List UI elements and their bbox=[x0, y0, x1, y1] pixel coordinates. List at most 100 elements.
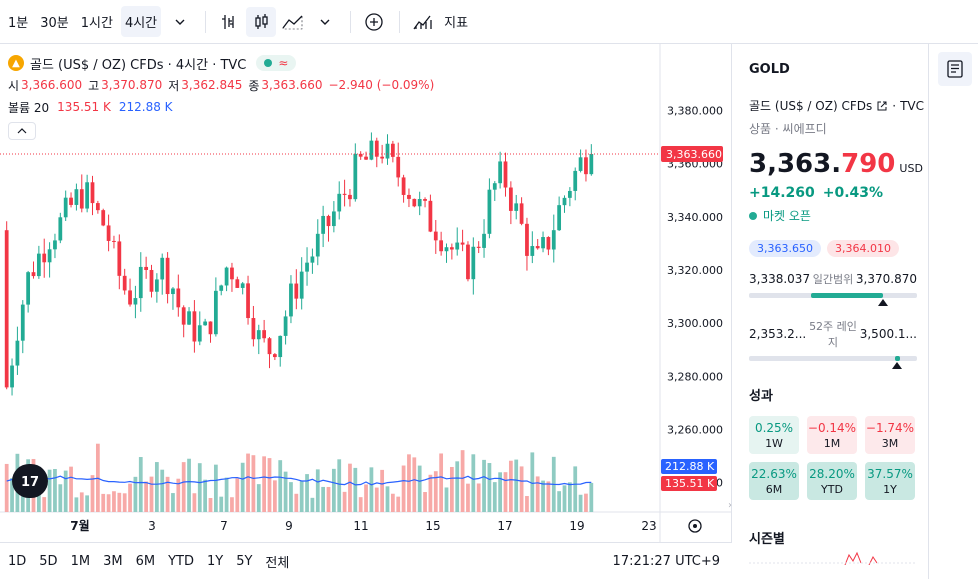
price-tick-label: 3,280.000 bbox=[667, 370, 723, 383]
indicators-icon[interactable] bbox=[408, 7, 438, 37]
performance-cell-6m[interactable]: 22.63% 6M bbox=[749, 462, 799, 500]
interval-1m[interactable]: 1분 bbox=[8, 16, 29, 31]
symbol-name: 골드 (US$ / OZ) CFDs bbox=[749, 99, 873, 113]
volume-bar bbox=[530, 452, 535, 512]
watchlist-details-button[interactable] bbox=[938, 52, 972, 86]
volume-bar bbox=[433, 471, 438, 512]
range-3m[interactable]: 3M bbox=[103, 553, 123, 569]
price-tick-label: 3,320.000 bbox=[667, 264, 723, 277]
range-ytd[interactable]: YTD bbox=[168, 553, 194, 569]
volume-value: 135.51 K bbox=[57, 100, 111, 114]
chart-type-dropdown-chevron-icon[interactable] bbox=[310, 7, 340, 37]
candle-body bbox=[36, 253, 41, 277]
chart-pane[interactable]: 3,380.000 3,360.000 3,340.000 3,320.000 3,30… bbox=[0, 44, 732, 542]
clock-timezone[interactable]: 17:21:27 UTC+9 bbox=[612, 553, 720, 569]
candle-body bbox=[417, 198, 422, 207]
axis-settings-gear-icon[interactable] bbox=[688, 519, 702, 533]
volume-bar bbox=[187, 458, 191, 512]
candle-body bbox=[407, 194, 411, 199]
range-5y[interactable]: 5Y bbox=[236, 553, 253, 569]
candle-body bbox=[144, 266, 149, 270]
range-1y[interactable]: 1Y bbox=[206, 553, 224, 569]
price-chart[interactable]: 3,380.0003,360.0003,340.0003,320.0003,30… bbox=[0, 44, 731, 542]
performance-value: −0.14% bbox=[807, 420, 857, 435]
range-all[interactable]: 전체 bbox=[265, 555, 290, 571]
axis-settings-gear-center-icon bbox=[693, 524, 697, 528]
candle-body bbox=[428, 200, 433, 232]
range-6m[interactable]: 6M bbox=[135, 553, 156, 569]
panel-resize-handle[interactable]: › bbox=[728, 500, 732, 511]
volume-bar bbox=[4, 463, 9, 512]
indicators-button[interactable]: 지표 bbox=[444, 16, 469, 31]
range-5d[interactable]: 5D bbox=[39, 553, 58, 569]
range-1m[interactable]: 1M bbox=[70, 553, 91, 569]
volume-bar bbox=[240, 462, 245, 512]
candle-body bbox=[423, 198, 427, 201]
volume-bar bbox=[417, 465, 422, 512]
candle-body bbox=[353, 153, 358, 200]
interval-4h[interactable]: 4시간 bbox=[120, 6, 162, 37]
volume-bar bbox=[557, 491, 562, 512]
candle-body bbox=[15, 340, 20, 366]
candle-body bbox=[197, 325, 202, 342]
performance-cell-ytd[interactable]: 28.20% YTD bbox=[807, 462, 857, 500]
volume-bar bbox=[262, 456, 267, 512]
volume-bar bbox=[460, 450, 465, 512]
volume-bar bbox=[310, 497, 315, 512]
candle-body bbox=[369, 140, 374, 160]
candle-body bbox=[460, 242, 465, 245]
top-toolbar: 1분 30분 1시간 4시간 지표 bbox=[0, 0, 978, 44]
external-link-icon[interactable] bbox=[876, 100, 888, 112]
candle-body bbox=[181, 307, 186, 325]
candle-body bbox=[374, 140, 379, 157]
legend-collapse-button[interactable] bbox=[8, 122, 36, 140]
bar-chart-type-icon[interactable] bbox=[214, 7, 244, 37]
volume-bar bbox=[267, 458, 272, 512]
day-range-fill bbox=[811, 293, 883, 298]
performance-cell-1m[interactable]: −0.14% 1M bbox=[807, 416, 857, 454]
volume-bar bbox=[69, 466, 73, 512]
performance-cell-1w[interactable]: 0.25% 1W bbox=[749, 416, 799, 454]
compare-add-icon[interactable] bbox=[359, 7, 389, 37]
volume-bar bbox=[278, 460, 283, 512]
interval-dropdown-chevron-icon[interactable] bbox=[165, 7, 195, 37]
volume-label[interactable]: 볼륨 20 bbox=[8, 100, 50, 115]
market-status-badge[interactable]: ≈ bbox=[256, 55, 297, 71]
candle-body bbox=[294, 283, 299, 299]
week52-label-line1: 52주 레인 bbox=[809, 320, 857, 333]
volume-bar bbox=[272, 480, 277, 512]
close-label: 종 bbox=[248, 78, 260, 93]
candle-body bbox=[79, 189, 84, 209]
candle-body bbox=[482, 233, 486, 248]
volume-bar bbox=[138, 457, 143, 512]
chart-legend: ▲ 골드 (US$ / OZ) CFDs · 4시간 · TVC ≈ 시 3,3… bbox=[8, 52, 434, 140]
legend-title[interactable]: 골드 (US$ / OZ) CFDs · 4시간 · TVC bbox=[30, 57, 247, 73]
range-1d[interactable]: 1D bbox=[8, 553, 27, 569]
volume-bar bbox=[315, 469, 320, 512]
volume-bar bbox=[589, 482, 594, 512]
area-chart-type-icon[interactable] bbox=[278, 7, 308, 37]
candle-body bbox=[449, 247, 454, 250]
week52-label-line2: 지 bbox=[827, 336, 839, 349]
volume-bar bbox=[106, 494, 111, 512]
interval-30m[interactable]: 30분 bbox=[40, 16, 69, 31]
candle-body bbox=[133, 298, 138, 305]
interval-1h[interactable]: 1시간 bbox=[80, 16, 113, 31]
symbol-ticker[interactable]: GOLD bbox=[749, 62, 790, 77]
volume-bar bbox=[487, 463, 492, 512]
candle-chart-type-icon[interactable] bbox=[246, 6, 277, 37]
candle-body bbox=[289, 283, 293, 317]
volume-bar bbox=[385, 486, 390, 512]
volume-bar bbox=[20, 490, 25, 512]
performance-cell-3m[interactable]: −1.74% 3M bbox=[865, 416, 915, 454]
volume-bar bbox=[525, 496, 529, 512]
candle-body bbox=[315, 233, 320, 257]
volume-bar bbox=[197, 463, 202, 512]
candle-body bbox=[299, 271, 304, 299]
candle-body bbox=[101, 210, 106, 226]
performance-cell-1y[interactable]: 37.57% 1Y bbox=[865, 462, 915, 500]
legend-volume-row: 볼륨 20 135.51 K 212.88 K bbox=[8, 96, 434, 118]
volume-bar bbox=[203, 479, 208, 512]
performance-period: 3M bbox=[881, 436, 899, 450]
